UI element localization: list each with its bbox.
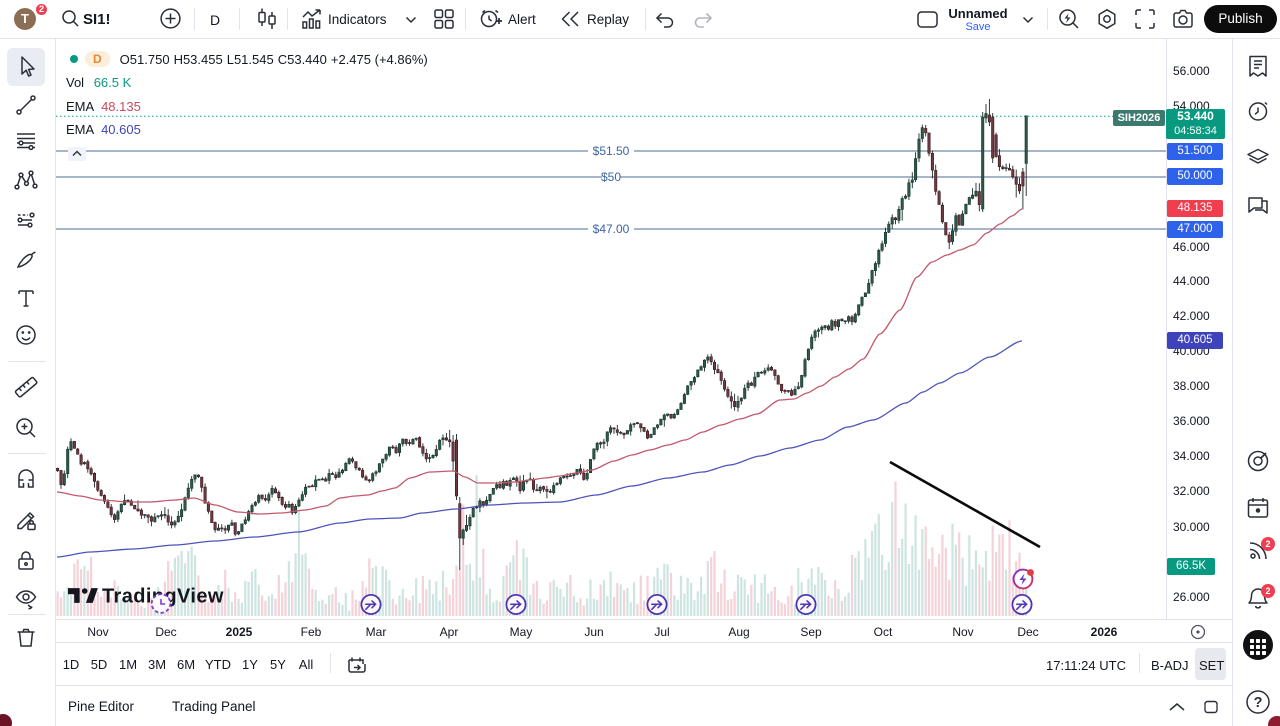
svg-text:$51.50: $51.50 xyxy=(593,144,630,158)
svg-text:$50: $50 xyxy=(601,170,621,184)
svg-text:$47.00: $47.00 xyxy=(593,222,630,236)
svg-text:?: ? xyxy=(1254,695,1263,711)
